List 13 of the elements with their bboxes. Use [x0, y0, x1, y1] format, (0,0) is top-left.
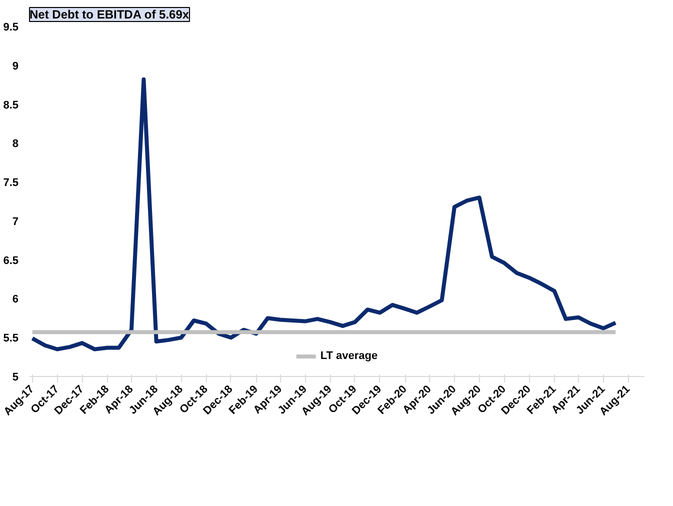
y-tick-label: 8 [12, 138, 19, 150]
y-tick-label: 8.5 [3, 99, 19, 112]
legend-label: LT average [320, 350, 378, 362]
y-tick-label: 9 [12, 60, 19, 72]
y-tick-label: 5.5 [3, 332, 19, 345]
y-tick-label: 6 [12, 294, 19, 306]
y-tick-label: 7 [12, 216, 19, 228]
y-tick-label: 9.5 [3, 22, 19, 34]
y-tick-label: 6.5 [3, 254, 19, 267]
line-series [30, 77, 618, 352]
y-tick-label: 5 [12, 372, 19, 384]
y-tick-label: 7.5 [3, 177, 19, 190]
chart-title: Net Debt to EBITDA of 5.69x [30, 8, 190, 22]
